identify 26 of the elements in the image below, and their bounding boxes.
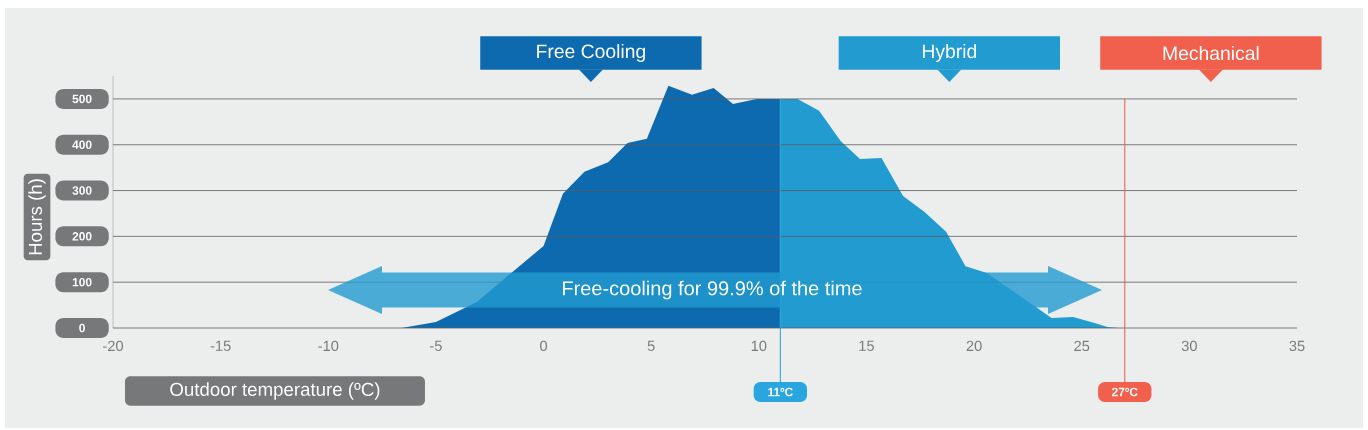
y-tick-label: 500 (72, 94, 92, 104)
y-axis-title: Hours (h) (28, 179, 46, 255)
ref-line-label: 11ºC (768, 387, 793, 397)
x-tick-label: 5 (647, 340, 655, 351)
x-tick-label: -5 (430, 340, 442, 351)
x-tick-label: 35 (1289, 340, 1305, 352)
y-tick-label: 100 (72, 277, 92, 287)
x-tick-label: 20 (966, 340, 982, 352)
x-tick-label: 0 (540, 340, 548, 352)
x-tick-label: 25 (1074, 340, 1090, 352)
annotation: Free-cooling for 99.9% of the time (563, 280, 862, 300)
x-tick-label: -10 (318, 340, 339, 352)
y-tick-label: 300 (72, 186, 92, 195)
x-tick-label: 10 (751, 340, 767, 352)
ref-line-label: 27ºC (1112, 387, 1138, 397)
series-label: Free Cooling (537, 43, 645, 63)
y-tick-label: 400 (72, 140, 92, 149)
x-tick-label: -20 (103, 340, 124, 352)
y-tick-label: 200 (72, 232, 92, 241)
text: Mechanical (1163, 45, 1259, 61)
x-tick-label: -15 (210, 340, 231, 351)
y-tick-label: 0 (79, 323, 85, 333)
text: Hybrid (922, 43, 977, 63)
x-tick-label: 30 (1181, 340, 1197, 352)
x-axis-title: Outdoor temperature (ºC) (170, 382, 380, 400)
x-tick-label: 15 (859, 340, 874, 351)
